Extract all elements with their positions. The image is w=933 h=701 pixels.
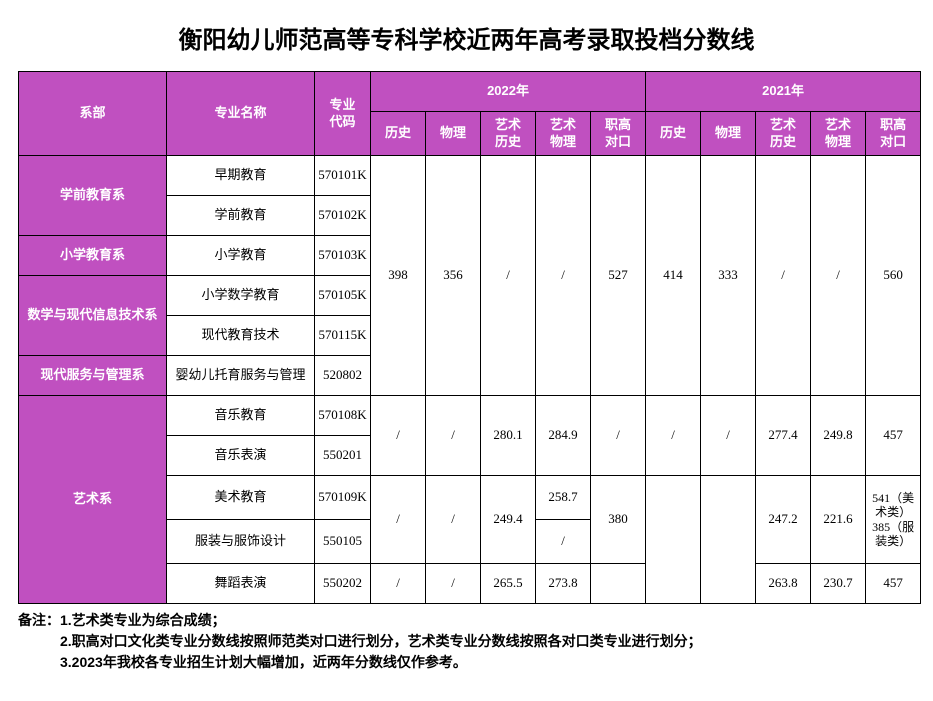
score-cell: 527	[591, 156, 646, 396]
col-2021-yishu-lishi: 艺术 历史	[756, 112, 811, 156]
code-cell: 550201	[315, 436, 371, 476]
score-cell	[701, 476, 756, 604]
page-title: 衡阳幼儿师范高等专科学校近两年高考录取投档分数线	[18, 20, 915, 55]
score-cell: 356	[426, 156, 481, 396]
score-cell: /	[426, 396, 481, 476]
notes-prefix: 备注：	[18, 612, 60, 628]
code-cell: 570115K	[315, 316, 371, 356]
major-cell: 小学数学教育	[167, 276, 315, 316]
notes: 备注：1.艺术类专业为综合成绩； 2.职高对口文化类专业分数线按照师范类对口进行…	[18, 610, 915, 673]
code-cell: 570109K	[315, 476, 371, 520]
scores-table: 系部 专业名称 专业 代码 2022年 2021年 历史 物理 艺术 历史 艺术…	[18, 71, 921, 604]
col-2021-wuli: 物理	[701, 112, 756, 156]
score-cell: 273.8	[536, 564, 591, 604]
score-cell: /	[371, 476, 426, 564]
col-year-2022: 2022年	[371, 72, 646, 112]
col-2022-zhigao: 职高 对口	[591, 112, 646, 156]
col-2022-wuli: 物理	[426, 112, 481, 156]
dept-cell: 数学与现代信息技术系	[19, 276, 167, 356]
page: 衡阳幼儿师范高等专科学校近两年高考录取投档分数线 系部 专业名称 专业 代码 2…	[0, 0, 933, 683]
code-cell: 570103K	[315, 236, 371, 276]
dept-cell: 现代服务与管理系	[19, 356, 167, 396]
major-cell: 音乐教育	[167, 396, 315, 436]
table-row: 学前教育系 早期教育 570101K 398 356 / / 527 414 3…	[19, 156, 921, 196]
score-cell: 541（美术类） 385（服装类）	[866, 476, 921, 564]
score-cell: 277.4	[756, 396, 811, 476]
col-code: 专业 代码	[315, 72, 371, 156]
col-2021-lishi: 历史	[646, 112, 701, 156]
score-cell: 263.8	[756, 564, 811, 604]
major-cell: 小学教育	[167, 236, 315, 276]
col-year-2021: 2021年	[646, 72, 921, 112]
major-cell: 婴幼儿托育服务与管理	[167, 356, 315, 396]
dept-cell: 学前教育系	[19, 156, 167, 236]
score-cell: /	[646, 396, 701, 476]
score-cell	[646, 476, 701, 604]
score-cell: /	[481, 156, 536, 396]
score-cell: /	[536, 520, 591, 564]
notes-line: 3.2023年我校各专业招生计划大幅增加，近两年分数线仅作参考。	[60, 654, 467, 670]
table-row: 艺术系 音乐教育 570108K / / 280.1 284.9 / / / 2…	[19, 396, 921, 436]
code-cell: 520802	[315, 356, 371, 396]
col-2022-yishu-lishi: 艺术 历史	[481, 112, 536, 156]
notes-line: 1.艺术类专业为综合成绩；	[60, 612, 226, 628]
score-cell: 398	[371, 156, 426, 396]
score-cell: /	[371, 564, 426, 604]
major-cell: 早期教育	[167, 156, 315, 196]
code-cell: 570108K	[315, 396, 371, 436]
code-cell: 550202	[315, 564, 371, 604]
score-cell: 333	[701, 156, 756, 396]
score-cell: 457	[866, 564, 921, 604]
col-2022-yishu-wuli: 艺术 物理	[536, 112, 591, 156]
score-cell: 247.2	[756, 476, 811, 564]
score-cell: 249.8	[811, 396, 866, 476]
dept-cell: 小学教育系	[19, 236, 167, 276]
major-cell: 美术教育	[167, 476, 315, 520]
score-cell: 380	[591, 476, 646, 564]
dept-cell: 艺术系	[19, 396, 167, 604]
score-cell: 258.7	[536, 476, 591, 520]
col-major: 专业名称	[167, 72, 315, 156]
score-cell: /	[701, 396, 756, 476]
notes-indent	[18, 633, 60, 649]
col-2022-lishi: 历史	[371, 112, 426, 156]
col-2021-zhigao: 职高 对口	[866, 112, 921, 156]
score-cell: /	[811, 156, 866, 396]
major-cell: 舞蹈表演	[167, 564, 315, 604]
score-cell: /	[371, 396, 426, 476]
notes-indent	[18, 654, 60, 670]
code-cell: 570101K	[315, 156, 371, 196]
code-cell: 550105	[315, 520, 371, 564]
code-cell: 570102K	[315, 196, 371, 236]
score-cell: /	[591, 396, 646, 476]
score-cell: 457	[866, 396, 921, 476]
major-cell: 服装与服饰设计	[167, 520, 315, 564]
score-cell: 249.4	[481, 476, 536, 564]
score-cell: 230.7	[811, 564, 866, 604]
major-cell: 现代教育技术	[167, 316, 315, 356]
col-dept: 系部	[19, 72, 167, 156]
score-cell: 221.6	[811, 476, 866, 564]
score-cell: 265.5	[481, 564, 536, 604]
notes-line: 2.职高对口文化类专业分数线按照师范类对口进行划分，艺术类专业分数线按照各对口类…	[60, 633, 702, 649]
score-cell: 284.9	[536, 396, 591, 476]
col-2021-yishu-wuli: 艺术 物理	[811, 112, 866, 156]
score-cell: 414	[646, 156, 701, 396]
score-cell: /	[426, 476, 481, 564]
code-cell: 570105K	[315, 276, 371, 316]
score-cell: 280.1	[481, 396, 536, 476]
major-cell: 学前教育	[167, 196, 315, 236]
score-cell	[591, 564, 646, 604]
score-cell: /	[536, 156, 591, 396]
score-cell: 560	[866, 156, 921, 396]
score-cell: /	[756, 156, 811, 396]
major-cell: 音乐表演	[167, 436, 315, 476]
score-cell: /	[426, 564, 481, 604]
